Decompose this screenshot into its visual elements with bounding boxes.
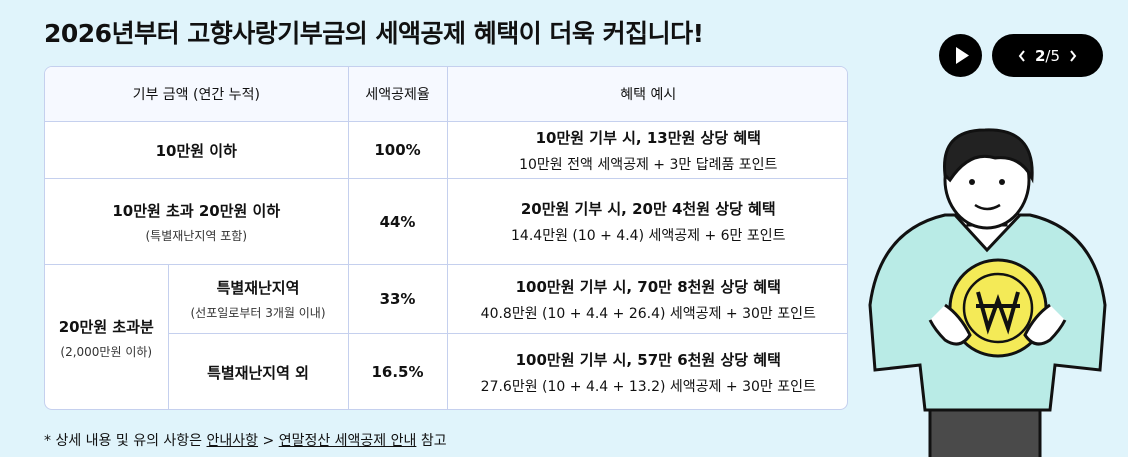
detail: 10만원 전액 세액공제 + 3만 답례품 포인트 bbox=[519, 156, 778, 173]
region: 특별재난지역 외 bbox=[207, 363, 309, 382]
notice-link[interactable]: 안내사항 bbox=[206, 433, 259, 449]
benefit: 100만원 기부 시, 70만 8천원 상당 혜택 bbox=[515, 277, 781, 296]
amount: 10만원 초과 20만원 이하 bbox=[112, 201, 281, 220]
row: 10만원 이하 100% 10만원 기부 시, 13만원 상당 혜택 10만원 전… bbox=[45, 121, 847, 179]
rate-cell: 16.5% bbox=[347, 333, 448, 409]
rate: 16.5% bbox=[371, 363, 424, 382]
amount-cell: 10만원 초과 20만원 이하 (특별재난지역 포함) bbox=[45, 178, 349, 265]
header: 기부 금액 (연간 누적) bbox=[45, 67, 349, 122]
row: 특별재난지역 외 16.5% 100만원 기부 시, 57만 6천원 상당 혜택… bbox=[45, 333, 847, 409]
detail: 14.4만원 (10 + 4.4) 세액공제 + 6만 포인트 bbox=[511, 228, 786, 244]
pager: 2/5 bbox=[992, 34, 1103, 77]
benefit-cell: 100만원 기부 시, 57만 6천원 상당 혜택 27.6만원 (10 + 4.… bbox=[446, 333, 847, 409]
title: 2026년부터 고향사랑기부금의 세액공제 혜택이 더욱 커집니다! bbox=[44, 19, 704, 48]
rate-cell: 44% bbox=[347, 178, 448, 265]
rate-cell: 33% bbox=[347, 264, 448, 334]
rate-cell: 100% bbox=[347, 121, 448, 179]
amount: 20만원 초과분 bbox=[58, 317, 154, 336]
region-cell: 특별재난지역 외 bbox=[168, 333, 349, 409]
benefit-cell: 10만원 기부 시, 13만원 상당 혜택 10만원 전액 세액공제 + 3만 답… bbox=[446, 121, 847, 179]
footnote-text: 참고 bbox=[420, 433, 447, 449]
region: 특별재난지역 bbox=[216, 279, 300, 297]
total-pages: /5 bbox=[1045, 46, 1061, 65]
current-page: 2 bbox=[1034, 46, 1046, 65]
prev-button[interactable] bbox=[1017, 49, 1027, 63]
benefit-cell: 100만원 기부 시, 70만 8천원 상당 혜택 40.8만원 (10 + 4.… bbox=[446, 264, 847, 334]
header: 혜택 예시 bbox=[446, 67, 847, 122]
benefit: 20만원 기부 시, 20만 4천원 상당 혜택 bbox=[520, 200, 776, 218]
detail: 27.6만원 (10 + 4.4 + 13.2) 세액공제 + 30만 포인트 bbox=[480, 378, 816, 395]
header: 세액공제율 bbox=[347, 67, 448, 122]
tax-guide-link[interactable]: 연말정산 세액공제 안내 bbox=[278, 433, 417, 449]
illustration bbox=[868, 128, 1107, 457]
row: 10만원 초과 20만원 이하 (특별재난지역 포함) 44% 20만원 기부 시… bbox=[45, 178, 847, 265]
benefit-cell: 20만원 기부 시, 20만 4천원 상당 혜택 14.4만원 (10 + 4.4… bbox=[446, 178, 847, 265]
rate: 33% bbox=[379, 290, 416, 308]
region-cell: 특별재난지역 (선포일로부터 3개월 이내) bbox=[167, 264, 349, 334]
rate: 100% bbox=[374, 141, 421, 159]
play-icon bbox=[956, 47, 969, 64]
benefit-table: 기부 금액 (연간 누적) 세액공제율 혜택 예시 10만원 이하 100% 1… bbox=[45, 67, 847, 409]
separator: > bbox=[262, 433, 275, 449]
detail: 40.8만원 (10 + 4.4 + 26.4) 세액공제 + 30만 포인트 bbox=[480, 305, 816, 322]
rate: 44% bbox=[379, 212, 416, 231]
next-button[interactable] bbox=[1068, 49, 1078, 63]
amount-note: (특별재난지역 포함) bbox=[145, 228, 248, 243]
benefit: 100만원 기부 시, 57만 6천원 상당 혜택 bbox=[515, 350, 781, 369]
region-note: (선포일로부터 3개월 이내) bbox=[190, 306, 326, 320]
amount-cell: 20만원 초과분 (2,000만원 이하) bbox=[45, 264, 169, 409]
benefit: 10만원 기부 시, 13만원 상당 혜택 bbox=[535, 128, 761, 147]
header-row: 기부 금액 (연간 누적) 세액공제율 혜택 예시 bbox=[45, 67, 847, 122]
amount: 10만원 이하 bbox=[155, 141, 237, 160]
play-button[interactable] bbox=[939, 34, 982, 77]
amount-note: (2,000만원 이하) bbox=[60, 344, 153, 359]
footnote: * 상세 내용 및 유의 사항은 안내사항 > 연말정산 세액공제 안내 참고 bbox=[44, 430, 447, 450]
amount-cell: 10만원 이하 bbox=[45, 121, 349, 179]
footnote-text: * 상세 내용 및 유의 사항은 bbox=[44, 433, 203, 449]
table-wrap: 기부 금액 (연간 누적) 세액공제율 혜택 예시 10만원 이하 100% 1… bbox=[44, 66, 848, 410]
row: 20만원 초과분 (2,000만원 이하) 특별재난지역 (선포일로부터 3개월 이… bbox=[45, 264, 847, 409]
